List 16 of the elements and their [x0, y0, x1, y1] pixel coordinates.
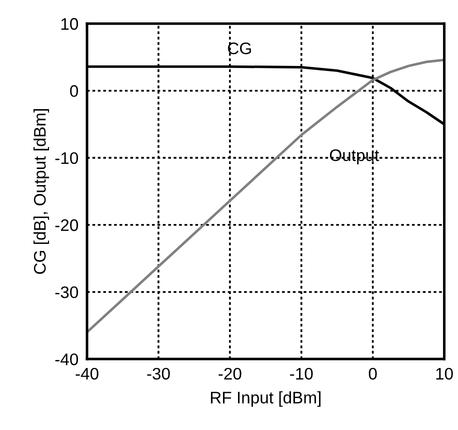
y-tick-label: -30: [55, 286, 78, 298]
y-tick-label: -40: [55, 353, 78, 366]
line-series: [87, 58, 444, 334]
x-tick-label: -10: [290, 368, 313, 380]
y-tick-label: -20: [55, 219, 78, 232]
x-axis-title: RF Input [dBm]: [210, 391, 320, 407]
x-tick-label: -40: [76, 368, 98, 380]
y-tick-label: 0: [70, 85, 78, 97]
y-tick-label: -10: [55, 152, 78, 164]
y-axis-title: CG [dB], Output [dBm]: [34, 109, 50, 274]
x-tick-label: 0: [368, 368, 377, 380]
x-tick-label: -20: [218, 368, 242, 380]
x-tick-label: 10: [436, 368, 453, 380]
x-tick-label: -30: [147, 368, 170, 380]
y-tick-label: 10: [61, 18, 78, 30]
series-label: CG: [228, 42, 251, 54]
